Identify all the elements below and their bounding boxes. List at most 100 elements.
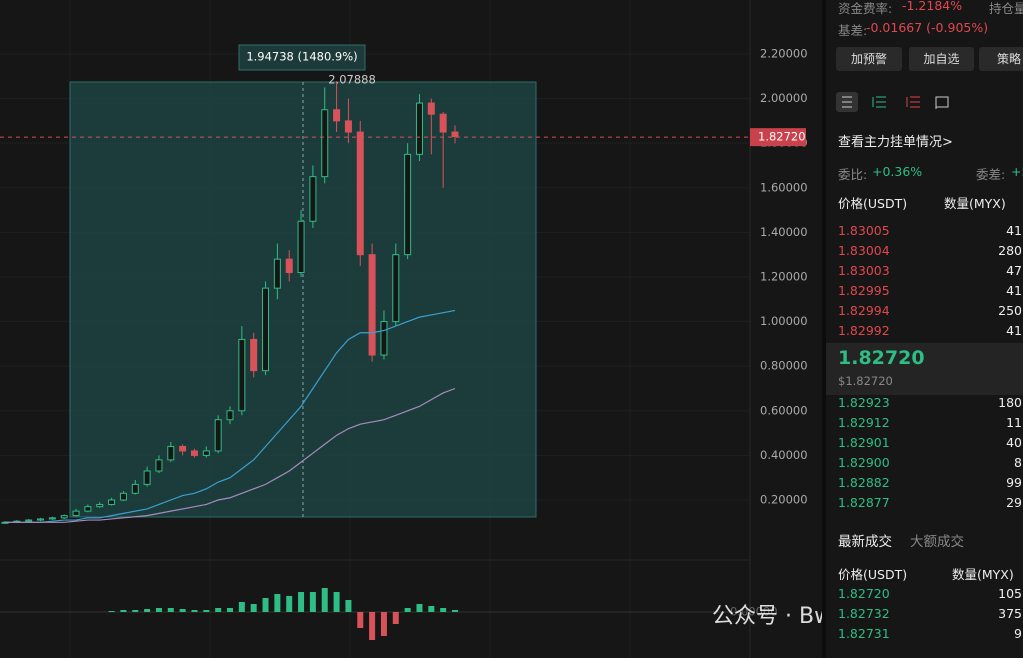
macd-bar (179, 609, 186, 612)
macd-bar (452, 610, 458, 612)
candle-body (262, 287, 270, 372)
candle-body (48, 517, 56, 520)
cell: 280 (998, 243, 1022, 258)
y-tick-label: 1.20000 (760, 270, 808, 284)
macd-bar (250, 604, 257, 612)
button[interactable]: 策略 (979, 47, 1023, 71)
macd-bar (380, 612, 387, 636)
candle-body (321, 109, 329, 178)
button[interactable]: 加预警 (836, 47, 902, 71)
macd-bar (298, 592, 305, 612)
macd-bar (392, 612, 399, 624)
y-tick-label: 1.00000 (760, 314, 808, 328)
cell: 1.82900 (838, 455, 890, 470)
cell: 1.82994 (838, 303, 890, 318)
cell: 40 (1006, 435, 1022, 450)
basis: -0.01667 (-0.905%) (866, 20, 989, 35)
tab[interactable]: 最新成交 (838, 534, 892, 550)
candle-body (439, 113, 447, 133)
candle-body (167, 445, 175, 461)
candle-body (155, 459, 163, 472)
candle-body (356, 131, 364, 256)
candle-body (179, 445, 187, 452)
cell: 1.82720 (838, 586, 890, 601)
cell: 375 (998, 606, 1022, 621)
macd-bar (416, 604, 423, 612)
candle-body (25, 519, 33, 522)
ma-line (5, 309, 456, 523)
book-row: 1.83003 47 (838, 263, 1022, 283)
y-tick-label: 2.00000 (760, 91, 808, 105)
candle-body (392, 254, 400, 323)
macd-bar (321, 588, 328, 612)
macd-bar (167, 608, 174, 612)
cell: 1.82923 (838, 395, 890, 410)
candle-body (37, 518, 45, 521)
candle-body (238, 338, 246, 412)
macd-bar (238, 602, 245, 612)
measure-tooltip (238, 44, 366, 71)
cell: 250 (998, 303, 1022, 318)
candle-body (84, 506, 92, 512)
candle-body (285, 258, 293, 274)
cell: 180 (998, 395, 1022, 410)
orders-link[interactable]: 查看主力挂单情况> (838, 135, 953, 150)
book-header: 价格(USDT) (838, 196, 908, 211)
mid-price: 1.82720 (838, 347, 925, 369)
view-icons[interactable] (836, 92, 956, 112)
macd-bar (369, 612, 376, 640)
y-tick-label: 1.40000 (760, 225, 808, 239)
mid-panel (826, 343, 1023, 395)
macd-bar (357, 612, 364, 628)
cell: 41 (1006, 283, 1022, 298)
cell: 1.83004 (838, 243, 890, 258)
basis-label: 基差: (838, 23, 868, 38)
candle-body (250, 338, 258, 372)
macd-bar (440, 608, 447, 612)
sidebar: 资金费率: -1.2184% 持仓量 基差: -0.01667 (-0.905%… (822, 0, 1023, 658)
book-header[interactable]: 数量(MYX) (944, 196, 1006, 211)
macd-bar (144, 609, 151, 612)
macd-bar (227, 608, 233, 612)
cell: 1.83005 (838, 223, 890, 238)
candle-body (190, 450, 198, 456)
candle-body (344, 120, 352, 133)
cell: 105 (998, 586, 1022, 601)
cell: 1.82877 (838, 495, 890, 510)
cell: 1.82732 (838, 606, 890, 621)
book-row: 1.82720 105 (838, 586, 1022, 606)
measure-label: 1.94738 (1480.9%) (246, 50, 357, 64)
book-row: 1.82992 41 (838, 323, 1022, 343)
macd-bar (345, 600, 352, 612)
candle-body (309, 176, 317, 222)
y-tick-label: 1.60000 (760, 180, 808, 194)
macd-bar (428, 606, 435, 612)
macd-bar (274, 594, 281, 612)
book-row: 1.82995 41 (838, 283, 1022, 303)
cell: 1.82731 (838, 626, 890, 641)
cell: 8 (1014, 455, 1022, 470)
candle-body (72, 510, 80, 517)
cell: 11 (1006, 415, 1022, 430)
candle-body (451, 131, 459, 138)
candle-body (380, 321, 388, 356)
candle-body (333, 109, 341, 122)
y-tick-label: 0.40000 (760, 448, 808, 462)
macd-bar (404, 608, 411, 612)
macd-bar (286, 596, 293, 612)
button[interactable]: 加自选 (909, 47, 974, 71)
cell: 1.82995 (838, 283, 890, 298)
macd-bar (155, 608, 162, 612)
book-row: 1.82732 375 (838, 606, 1022, 626)
candle-body (96, 503, 104, 508)
candle-body (415, 102, 423, 155)
candle-body (214, 419, 222, 452)
tab[interactable]: 大额成交 (910, 534, 964, 550)
candle-body (119, 492, 127, 501)
book-row: 1.83005 41 (838, 223, 1022, 243)
book-row: 1.82900 8 (838, 455, 1022, 475)
y-tick-label: 0.20000 (760, 493, 808, 507)
high-label: 2.07888 (328, 73, 376, 87)
candle-body (368, 254, 376, 356)
